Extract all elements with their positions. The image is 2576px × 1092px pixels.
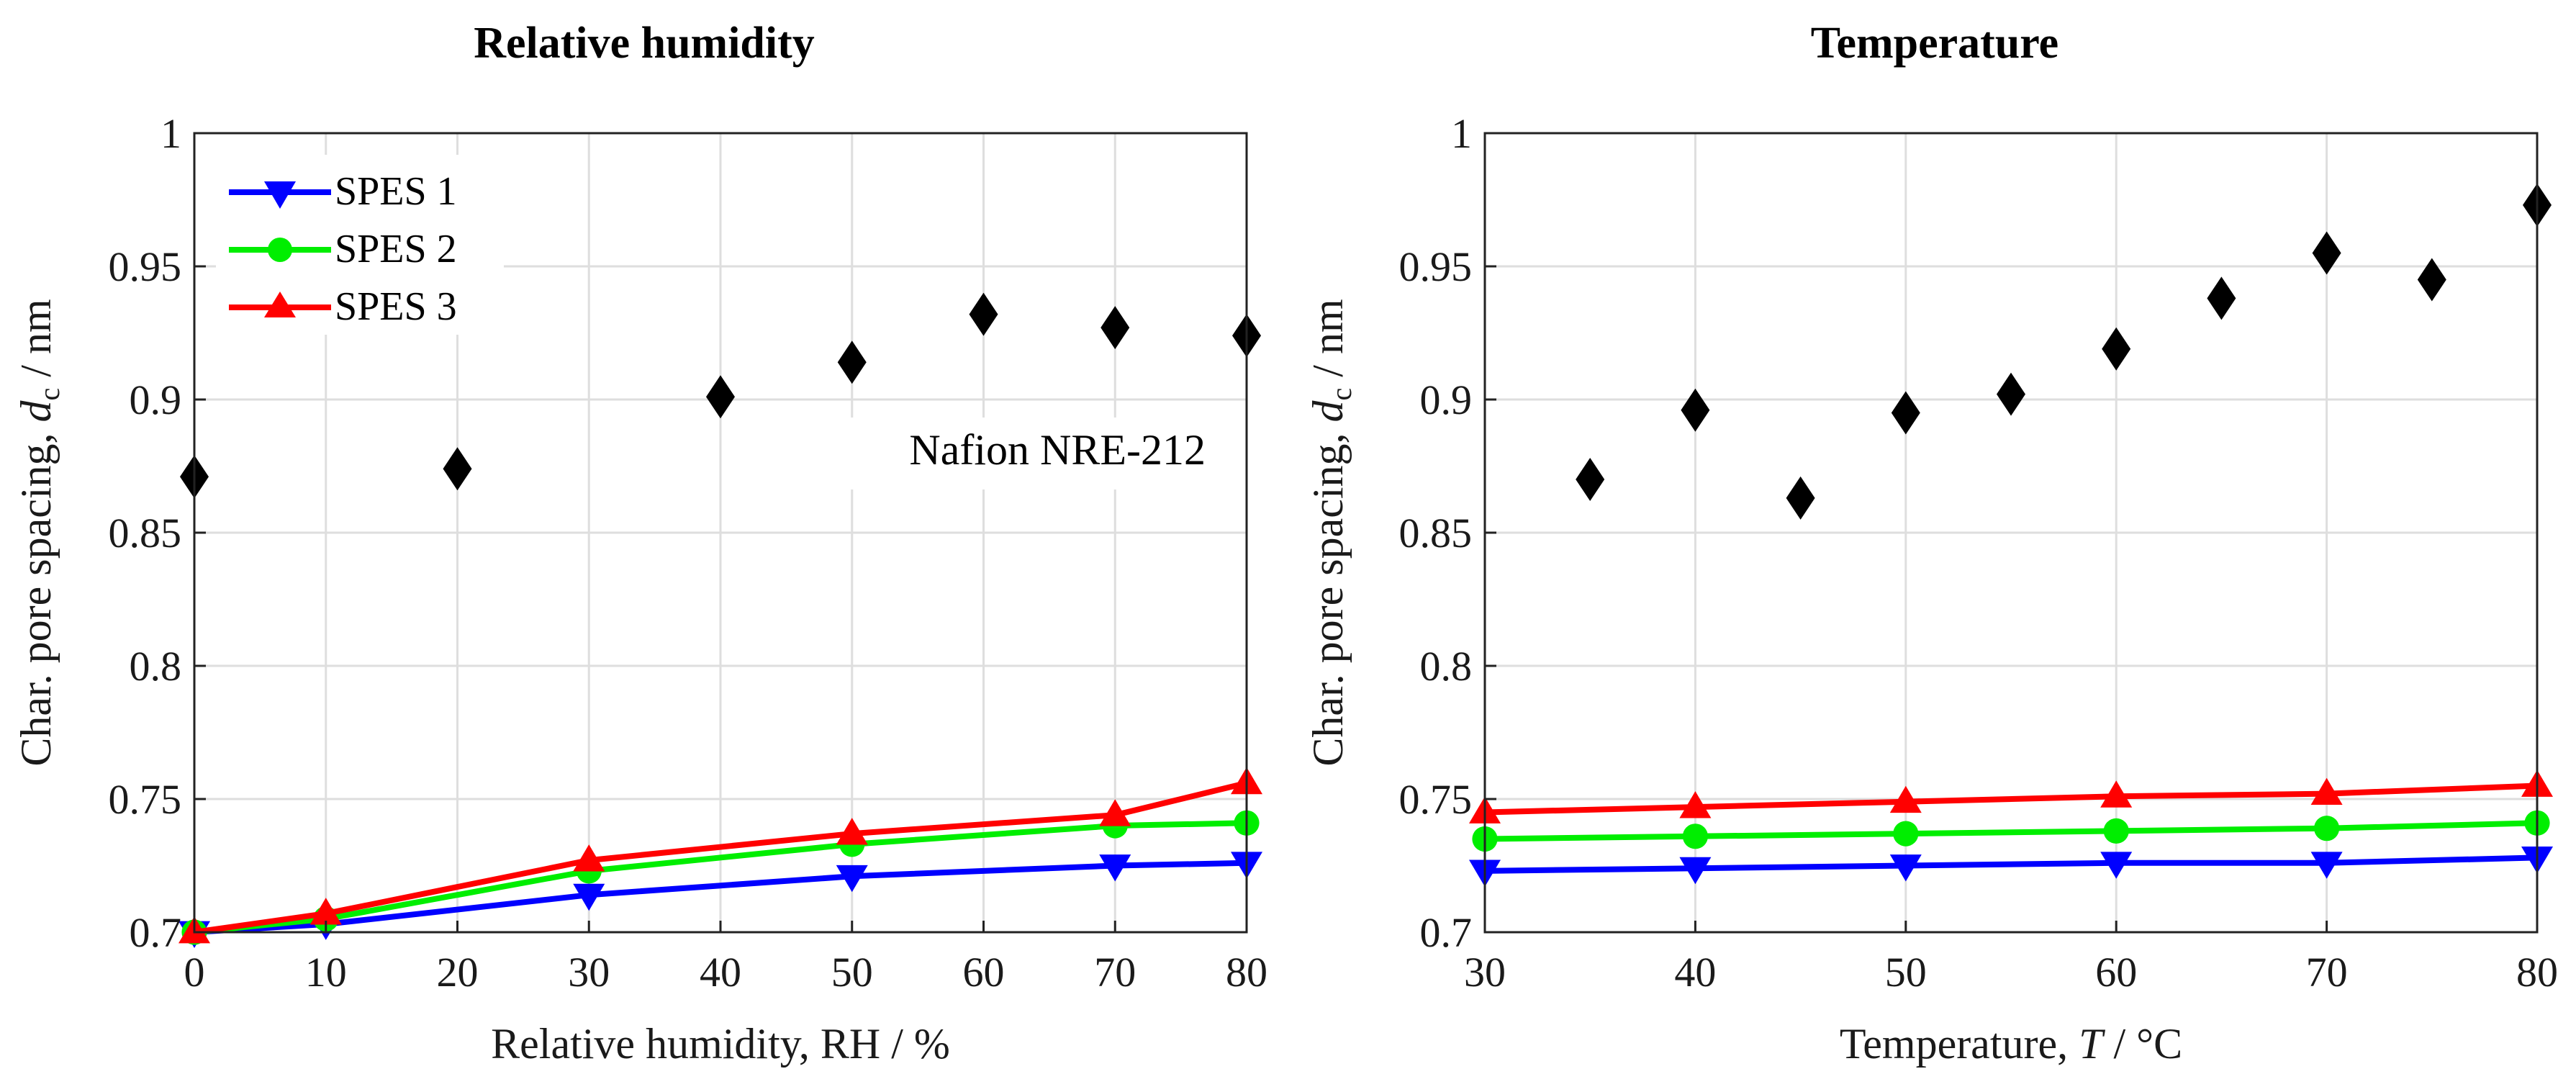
series-spes-1 [1469,847,2553,887]
y-tick-label: 0.95 [1399,243,1473,290]
data-point [2207,276,2236,320]
y-tick-label: 1 [1451,110,1472,157]
y-tick-label: 0.8 [1420,643,1473,690]
annotation-background [828,418,1216,489]
x-tick-label: 30 [1464,949,1506,996]
data-point [1101,306,1130,350]
triangle-up-icon [264,292,296,317]
x-tick-label: 20 [437,949,479,996]
chart-relative-humidity: Relative humidity 0 10 20 30 40 50 60 70 80 0.7 0.… [12,19,1267,1068]
y-tick-label: 0.85 [1399,510,1473,556]
plot-area [1469,183,2553,887]
data-point [2312,231,2341,275]
series-line [1484,854,2538,874]
data-point [2310,777,2343,805]
svg-text:SPES 2: SPES 2 [335,227,457,271]
y-tick-label: 0.9 [130,376,182,423]
data-point [1679,791,1712,818]
x-tick-label: 70 [1094,949,1136,996]
x-tick-label: 30 [568,949,610,996]
y-tick-label: 0.75 [109,776,182,823]
y-tick-label: 0.85 [109,510,182,556]
data-point [706,375,735,419]
data-point [1997,372,2025,416]
grid [1483,132,2539,934]
data-point [1889,854,1922,882]
y-axis-label: Char. pore spacing, dc / nm [12,299,65,766]
data-point [2100,780,2133,808]
data-point [573,883,605,911]
x-tick-label: 50 [1885,949,1927,996]
legend: SPES 1 SPES 2 SPES 3 [216,155,504,335]
legend-entry-spes-2: SPES 2 [229,227,457,271]
data-point [1099,799,1131,826]
y-tick-label: 0.8 [130,643,182,690]
y-tick-label: 0.7 [1420,909,1473,956]
data-point [1889,785,1922,813]
triangle-down-icon [264,181,296,209]
circle-icon [268,238,292,262]
x-tick-label: 10 [305,949,347,996]
tick-labels: 30 40 50 60 70 80 0.7 0.75 0.8 0.85 0.9 0.95 1 [1399,110,2559,996]
data-point [2103,818,2129,844]
data-point [1681,388,1710,432]
x-tick-label: 70 [2306,949,2348,996]
x-tick-label: 50 [831,949,873,996]
legend-entry-spes-3: SPES 3 [229,284,457,329]
legend-entry-spes-1: SPES 1 [229,169,457,214]
chart-temperature: Temperature 30 40 50 60 70 80 0.7 0.75 0.8 0.85 0.… [1304,19,2558,1068]
tick-labels: 0 10 20 30 40 50 60 70 80 0.7 0.75 0.8 0.85 0.9 0.95 1 [109,110,1268,996]
data-point [836,818,868,845]
x-tick-label: 40 [700,949,741,996]
y-tick-label: 0.7 [130,909,182,956]
series-spes-3 [178,767,1262,944]
x-tick-label: 60 [963,949,1005,996]
data-point [443,447,472,491]
data-point [573,844,605,872]
data-point [2310,852,2343,879]
data-point [1099,854,1131,882]
data-point [2314,816,2340,841]
series-nafion-nre-212 [1576,183,2552,520]
svg-text:SPES 3: SPES 3 [335,284,457,329]
y-tick-label: 1 [161,110,181,157]
x-axis-label: Relative humidity, RH / % [491,1020,950,1068]
data-point [836,865,868,893]
x-tick-label: 0 [184,949,205,996]
data-point [2417,258,2446,302]
svg-text:SPES 1: SPES 1 [335,169,457,214]
x-tick-label: 80 [1226,949,1267,996]
series-line [1484,820,2538,842]
nafion-annotation: Nafion NRE-212 [909,426,1206,474]
x-tick-label: 60 [2095,949,2137,996]
data-point [309,898,342,925]
x-tick-label: 40 [1674,949,1716,996]
data-point [1679,857,1712,885]
series-line [1484,782,2538,816]
data-point [837,340,867,384]
y-tick-label: 0.9 [1420,376,1473,423]
x-axis-label: Temperature, T / °C [1840,1020,2182,1068]
y-axis-label: Char. pore spacing, dc / nm [1304,299,1357,766]
data-point [1893,821,1919,847]
y-tick-label: 0.95 [109,243,182,290]
series-line [194,859,1247,935]
x-tick-label: 80 [2516,949,2558,996]
data-point [1786,476,1815,520]
plot-area [178,292,1262,948]
data-point [1576,458,1605,501]
series-line [194,780,1247,935]
series-line [194,820,1247,935]
data-point [2102,327,2131,371]
chart-title: Relative humidity [474,19,815,68]
data-point [969,292,998,336]
data-point [1891,391,1920,435]
series-spes-3 [1469,770,2553,823]
chart-title: Temperature [1811,19,2058,68]
y-tick-label: 0.75 [1399,776,1473,823]
data-point [2100,852,2133,879]
series-spes-2 [1472,810,2550,852]
data-point [1682,823,1708,849]
